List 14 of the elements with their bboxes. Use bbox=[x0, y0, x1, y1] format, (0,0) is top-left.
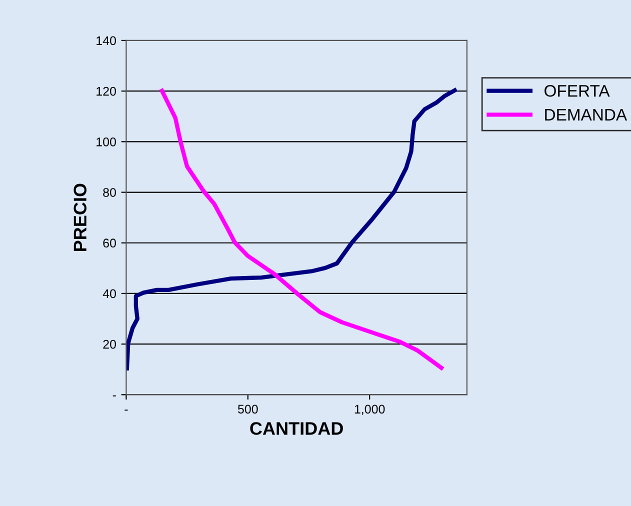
y-tick-label: 120 bbox=[96, 86, 116, 96]
y-tick-label: 40 bbox=[102, 289, 116, 298]
y-tick-label: 140 bbox=[96, 36, 116, 46]
legend-label: DEMANDA bbox=[545, 109, 628, 120]
y-tick-label: 80 bbox=[103, 188, 116, 197]
legend-label: OFERTA bbox=[544, 84, 610, 97]
x-axis-title: CANTIDAD bbox=[250, 422, 343, 435]
y-axis-title: PRECIO bbox=[74, 184, 86, 251]
y-tick-label: 20 bbox=[103, 340, 116, 349]
x-tick-label: 500 bbox=[238, 404, 258, 414]
x-tick-label: 1,000 bbox=[354, 404, 385, 416]
y-tick-label: 100 bbox=[96, 137, 116, 146]
y-tick-label: - bbox=[112, 395, 116, 396]
y-tick-label: 60 bbox=[103, 238, 116, 248]
